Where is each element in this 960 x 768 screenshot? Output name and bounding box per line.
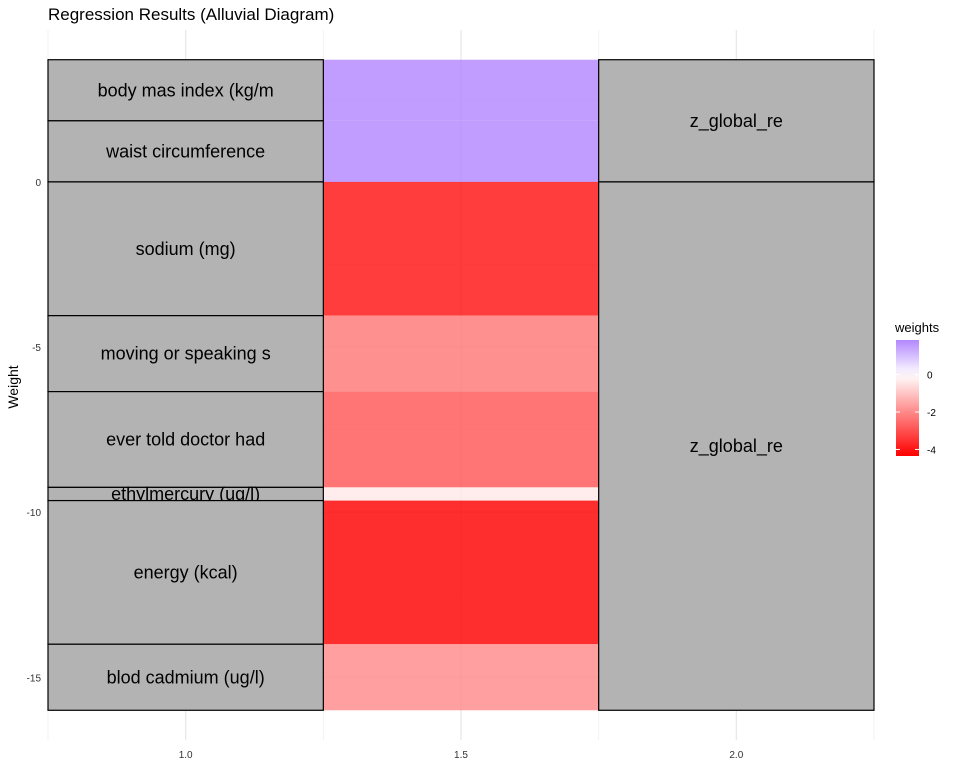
legend-colorbar [896, 340, 919, 456]
flow-band [323, 59, 599, 121]
legend-tick-label: -4 [927, 445, 936, 456]
strata: body mas index (kg/m waist circumference s… [47, 59, 875, 711]
left-stratum-box [47, 643, 324, 711]
chart-title: Regression Results (Alluvial Diagram) [48, 5, 334, 24]
axes: 1.0 1.5 2.0 0 -5 -10 -15 [27, 178, 744, 761]
left-stratum-box [47, 391, 324, 488]
flow-band [323, 315, 599, 392]
legend-tick-label: 0 [927, 371, 933, 382]
left-stratum-label: moving or speaking s [101, 344, 271, 364]
flow-band [323, 120, 599, 182]
left-stratum-box [47, 120, 324, 183]
right-stratum-label: z_global_re [690, 436, 783, 457]
left-stratum-label: sodium (mg) [136, 239, 236, 259]
left-stratum-label: energy (kcal) [134, 562, 238, 582]
legend-tick-label: -2 [927, 408, 936, 419]
x-tick-label: 1.5 [454, 750, 468, 761]
right-stratum-box [598, 59, 875, 183]
left-stratum-box [47, 315, 324, 393]
legend-title: weights [894, 320, 940, 335]
left-stratum-label: waist circumference [105, 141, 265, 161]
left-stratum-box [47, 499, 324, 645]
left-stratum-box [47, 59, 324, 122]
right-stratum-box [598, 181, 875, 711]
flow-band [323, 500, 599, 645]
left-stratum-label: ethylmercury (ug/l) [111, 484, 260, 504]
y-tick-label: 0 [35, 178, 41, 189]
x-tick-label: 2.0 [729, 750, 743, 761]
left-stratum-label: ever told doctor had [106, 429, 265, 449]
flow-band [323, 391, 599, 488]
y-tick-label: -15 [27, 673, 42, 684]
left-stratum-label: blod cadmium (ug/l) [107, 667, 265, 687]
y-axis-label: Weight [5, 365, 21, 408]
flow-band [323, 487, 599, 501]
right-stratum-label: z_global_re [690, 111, 783, 132]
y-tick-label: -10 [27, 508, 42, 519]
flows [323, 59, 599, 711]
left-stratum-label: body mas index (kg/m [98, 80, 274, 100]
flow-band [323, 181, 599, 316]
flow-band [323, 644, 599, 711]
y-tick-label: -5 [32, 343, 41, 354]
x-tick-label: 1.0 [179, 750, 193, 761]
legend: weights 0 -2 -4 [894, 320, 940, 456]
left-stratum-box [47, 181, 324, 317]
